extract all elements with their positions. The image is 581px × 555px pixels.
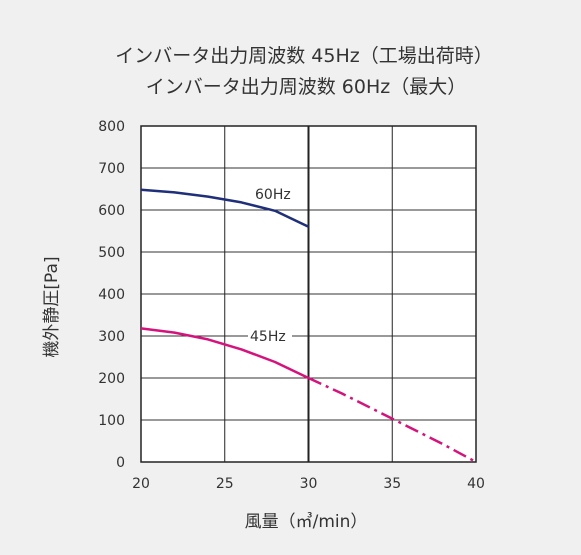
x-tick-label: 30 <box>300 476 318 492</box>
plot-border <box>140 125 477 463</box>
grid-lines <box>140 125 477 463</box>
y-axis-label: 機外静圧[Pa] <box>42 256 62 357</box>
y-tick-label: 700 <box>98 161 125 177</box>
series-annotation-60hz: 60Hz <box>255 187 291 203</box>
y-tick-label: 0 <box>116 455 125 471</box>
x-tick-label: 25 <box>216 476 234 492</box>
annotation-bg <box>248 327 292 345</box>
series-line-60hz <box>140 188 310 228</box>
x-tick-label: 35 <box>383 476 401 492</box>
y-tick-label: 200 <box>98 371 125 387</box>
chart-title-line-1: インバータ出力周波数 45Hz（工場出荷時） <box>115 45 492 67</box>
series-45hz-extrapolated-line <box>307 376 477 464</box>
series-line-45hz <box>140 327 310 380</box>
y-tick-label: 300 <box>98 329 125 345</box>
y-tick-label: 500 <box>98 245 125 261</box>
y-tick-label: 800 <box>98 119 125 135</box>
series-annotation-45hz: 45Hz <box>250 329 286 345</box>
tick-labels: 0 100 200 300 400 500 600 700 800 20 25 30 35 40 <box>98 119 485 492</box>
x-tick-label: 20 <box>132 476 150 492</box>
series-layer <box>140 188 477 464</box>
y-tick-label: 600 <box>98 203 125 219</box>
chart-title-line-2: インバータ出力周波数 60Hz（最大） <box>146 76 466 98</box>
x-tick-label: 40 <box>467 476 485 492</box>
annotation-layer: 60Hz 45Hz <box>228 187 292 345</box>
y-tick-label: 400 <box>98 287 125 303</box>
y-tick-label: 100 <box>98 413 125 429</box>
x-axis-label: 風量（㎥/min） <box>245 512 368 532</box>
